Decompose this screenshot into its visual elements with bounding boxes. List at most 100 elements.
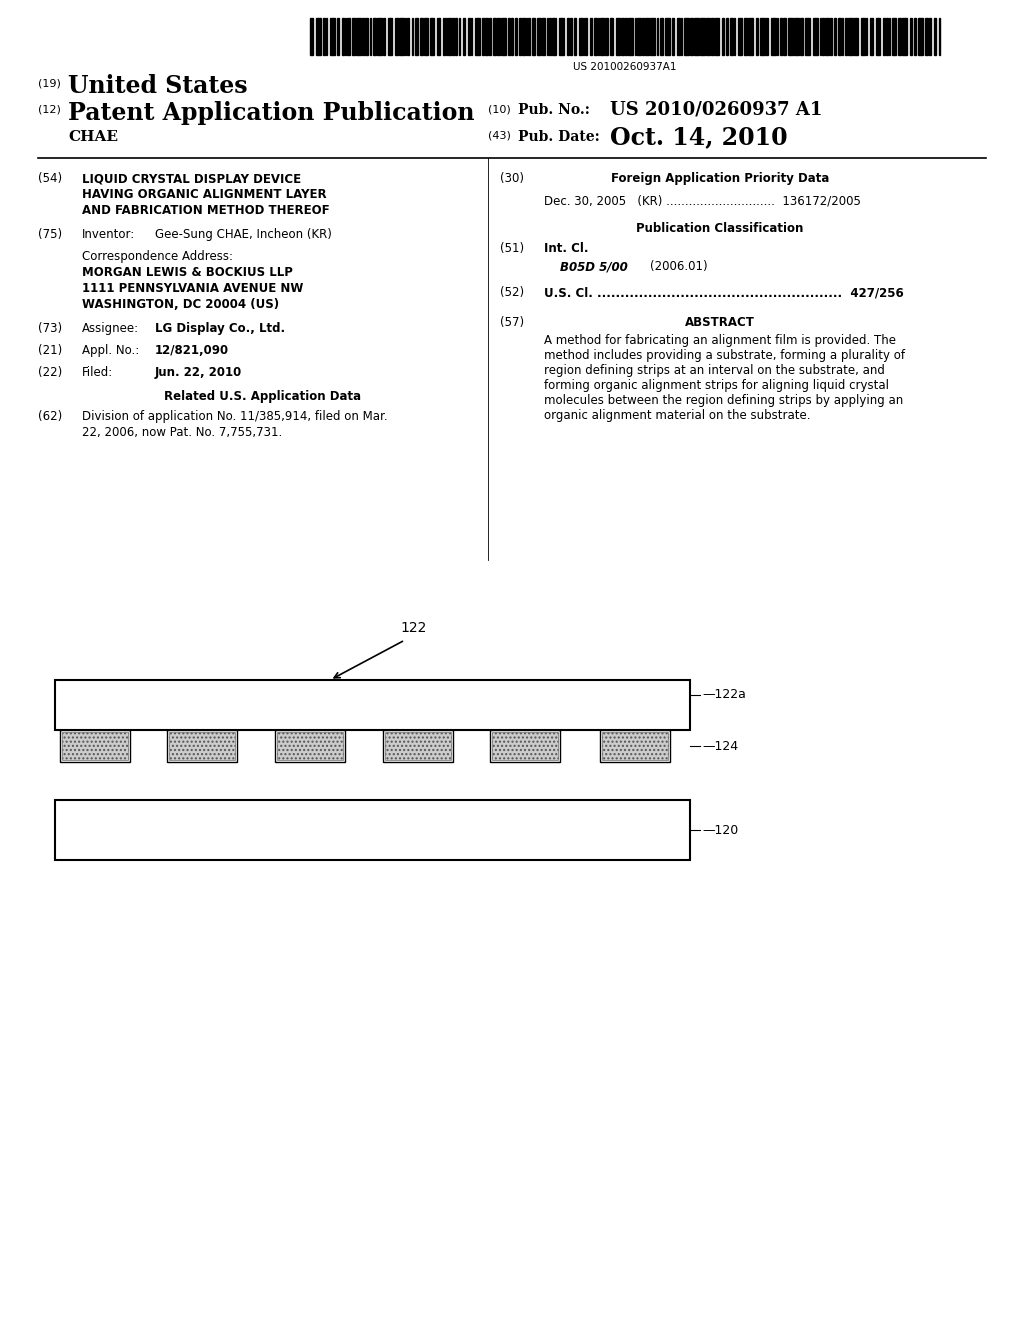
Text: Publication Classification: Publication Classification <box>636 222 804 235</box>
Text: 22, 2006, now Pat. No. 7,755,731.: 22, 2006, now Pat. No. 7,755,731. <box>82 426 283 440</box>
Bar <box>889 18 890 55</box>
Text: organic alignment material on the substrate.: organic alignment material on the substr… <box>544 409 811 422</box>
Bar <box>485 18 488 55</box>
Bar <box>845 18 847 55</box>
Bar <box>398 18 403 55</box>
Text: Int. Cl.: Int. Cl. <box>544 242 589 255</box>
Text: Oct. 14, 2010: Oct. 14, 2010 <box>610 125 787 149</box>
Bar <box>690 18 693 55</box>
Bar <box>600 18 604 55</box>
Bar <box>886 18 888 55</box>
Text: Pub. No.:: Pub. No.: <box>518 103 590 117</box>
Bar <box>616 18 620 55</box>
Bar <box>672 18 674 55</box>
Text: method includes providing a substrate, forming a plurality of: method includes providing a substrate, f… <box>544 348 905 362</box>
Bar <box>760 18 765 55</box>
Bar <box>55 800 690 861</box>
Bar <box>649 18 654 55</box>
Bar <box>787 18 793 55</box>
Text: (19): (19) <box>38 78 60 88</box>
Text: HAVING ORGANIC ALIGNMENT LAYER: HAVING ORGANIC ALIGNMENT LAYER <box>82 187 327 201</box>
Bar <box>610 18 613 55</box>
Bar <box>344 18 346 55</box>
Bar <box>573 18 575 55</box>
Bar <box>782 18 785 55</box>
Bar <box>463 18 465 55</box>
Bar <box>497 18 500 55</box>
Bar <box>910 18 911 55</box>
Bar <box>452 18 454 55</box>
Bar <box>459 18 460 55</box>
Bar <box>383 730 453 762</box>
Bar <box>902 18 907 55</box>
Text: US 20100260937A1: US 20100260937A1 <box>573 62 677 73</box>
Bar <box>275 730 345 762</box>
Text: (51): (51) <box>500 242 524 255</box>
Bar <box>939 18 940 55</box>
Bar <box>437 18 440 55</box>
Bar <box>169 733 234 760</box>
Text: —120: —120 <box>702 824 738 837</box>
Text: 1111 PENNSYLVANIA AVENUE NW: 1111 PENNSYLVANIA AVENUE NW <box>82 282 303 294</box>
Bar <box>531 18 535 55</box>
Bar <box>729 18 732 55</box>
Bar <box>352 18 355 55</box>
Bar <box>865 18 867 55</box>
Bar <box>829 18 831 55</box>
Text: LG Display Co., Ltd.: LG Display Co., Ltd. <box>155 322 285 335</box>
Text: 122: 122 <box>400 620 426 635</box>
Bar <box>537 18 541 55</box>
Bar <box>756 18 758 55</box>
Bar <box>468 18 469 55</box>
Bar <box>621 18 624 55</box>
Bar <box>628 18 633 55</box>
Bar <box>860 18 864 55</box>
Bar <box>918 18 923 55</box>
Bar <box>824 18 828 55</box>
Bar <box>278 733 343 760</box>
Text: —124: —124 <box>702 739 738 752</box>
Bar <box>492 733 558 760</box>
Text: forming organic alignment strips for aligning liquid crystal: forming organic alignment strips for ali… <box>544 379 889 392</box>
Bar <box>347 18 350 55</box>
Bar <box>794 18 799 55</box>
Text: Related U.S. Application Data: Related U.S. Application Data <box>165 389 361 403</box>
Bar <box>605 18 608 55</box>
Bar <box>514 18 516 55</box>
Bar <box>549 18 551 55</box>
Bar <box>602 733 668 760</box>
Bar <box>377 18 382 55</box>
Bar <box>443 18 444 55</box>
Bar <box>558 18 563 55</box>
Bar <box>528 18 529 55</box>
Bar <box>700 18 705 55</box>
Bar <box>385 733 451 760</box>
Bar <box>511 18 512 55</box>
Bar <box>665 18 670 55</box>
Bar <box>725 18 727 55</box>
Bar <box>569 18 571 55</box>
Text: 12/821,090: 12/821,090 <box>155 345 229 356</box>
Bar <box>383 18 384 55</box>
Bar <box>770 18 775 55</box>
Text: Assignee:: Assignee: <box>82 322 139 335</box>
Bar <box>407 18 409 55</box>
Bar <box>482 18 484 55</box>
Bar <box>310 18 313 55</box>
Bar <box>715 18 719 55</box>
Text: (12): (12) <box>38 106 60 115</box>
Bar <box>583 18 584 55</box>
Text: (54): (54) <box>38 172 62 185</box>
Bar <box>706 18 710 55</box>
Bar <box>566 18 568 55</box>
Text: Dec. 30, 2005   (KR) .............................  136172/2005: Dec. 30, 2005 (KR) .....................… <box>544 194 861 207</box>
Text: Gee-Sung CHAE, Incheon (KR): Gee-Sung CHAE, Incheon (KR) <box>155 228 332 242</box>
Text: (52): (52) <box>500 286 524 300</box>
Bar <box>898 18 901 55</box>
Text: U.S. Cl. .....................................................  427/256: U.S. Cl. ...............................… <box>544 286 904 300</box>
Bar <box>694 18 699 55</box>
Bar <box>501 18 506 55</box>
Bar <box>929 18 931 55</box>
Bar <box>722 18 724 55</box>
Bar <box>330 18 335 55</box>
